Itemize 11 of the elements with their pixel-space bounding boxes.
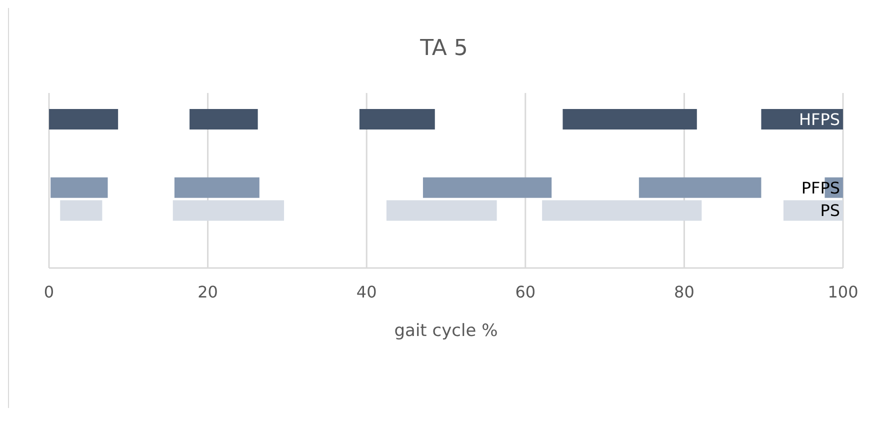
x-tick-label: 100 bbox=[828, 282, 858, 302]
x-tick-label: 0 bbox=[44, 282, 54, 302]
x-tick-label: 80 bbox=[674, 282, 694, 302]
chart-title: TA 5 bbox=[419, 36, 469, 61]
x-tick-label: 60 bbox=[515, 282, 536, 302]
y-tick-label: PFPS bbox=[801, 178, 840, 198]
y-tick-label: HFPS bbox=[798, 110, 840, 129]
x-axis-title: gait cycle % bbox=[394, 321, 498, 341]
y-tick-label: PS bbox=[820, 201, 840, 220]
x-tick-label: 20 bbox=[198, 282, 218, 302]
x-tick-label: 40 bbox=[356, 282, 377, 302]
